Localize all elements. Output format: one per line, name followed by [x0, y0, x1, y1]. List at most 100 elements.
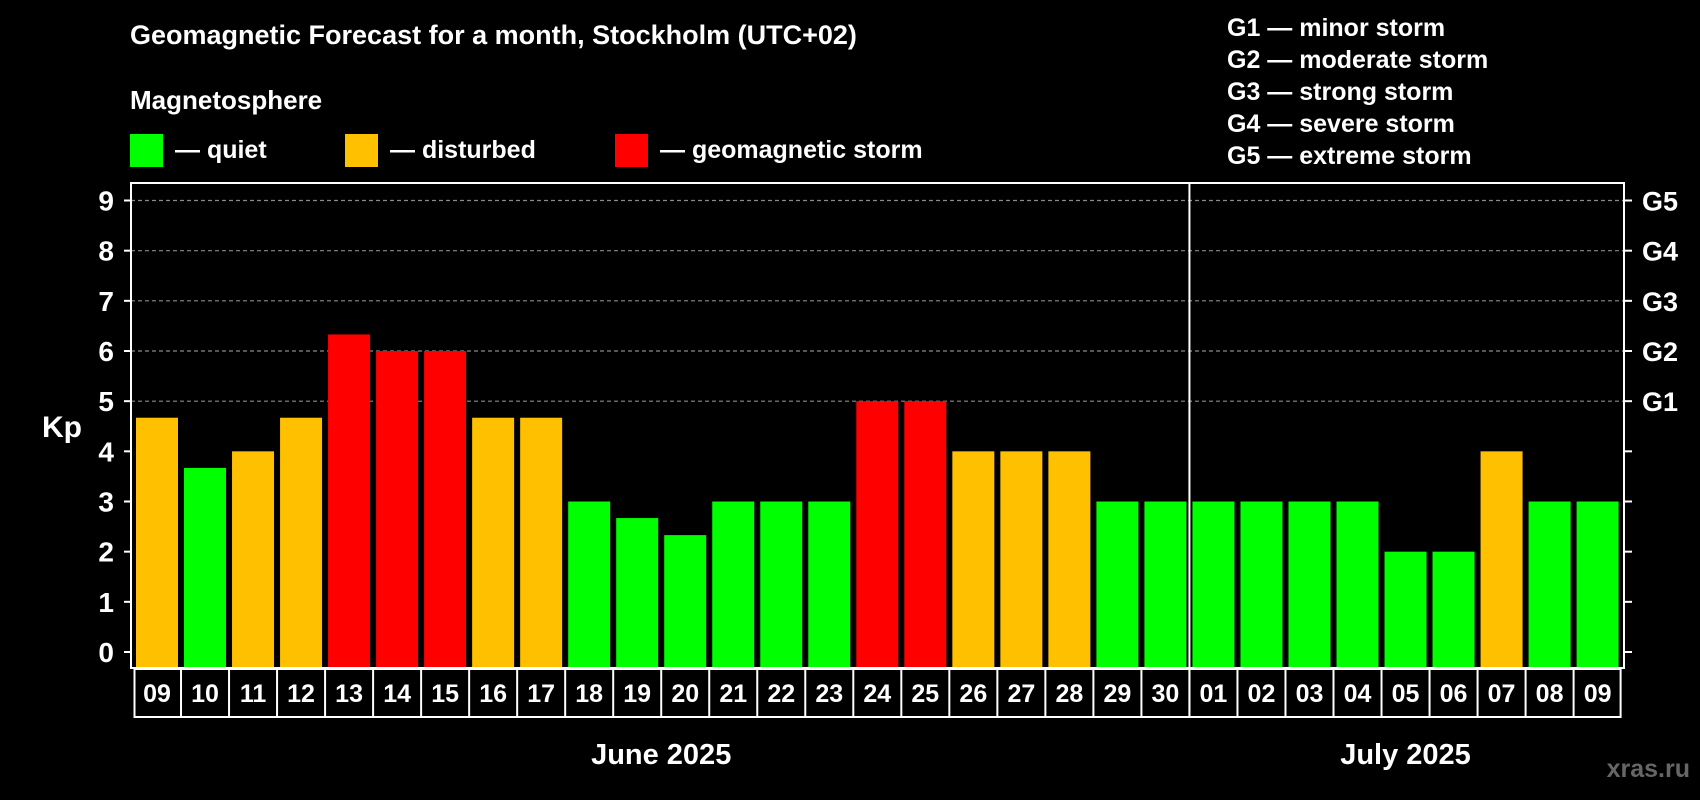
kp-bar — [568, 501, 611, 668]
storm-scale-g2: G2 — moderate storm — [1227, 46, 1489, 74]
y-tick-label: 7 — [98, 286, 114, 317]
date-label: 12 — [287, 680, 315, 708]
watermark: xras.ru — [1606, 755, 1690, 783]
storm-scale-g3: G3 — strong storm — [1227, 78, 1454, 106]
legend-item-disturbed: — disturbed — [345, 133, 536, 167]
y-tick-label: 4 — [98, 436, 114, 467]
date-label: 16 — [479, 680, 507, 708]
kp-bar — [184, 467, 227, 668]
kp-bar — [1480, 451, 1523, 668]
date-label: 27 — [1007, 680, 1035, 708]
storm-scale-g1: G1 — minor storm — [1227, 14, 1446, 42]
storm-scale-g5: G5 — extreme storm — [1227, 142, 1472, 170]
legend-swatch-storm — [615, 133, 648, 167]
date-label: 08 — [1536, 680, 1564, 708]
y-axis-title: Kp — [42, 411, 82, 444]
kp-bar — [1144, 501, 1187, 668]
date-label: 18 — [575, 680, 603, 708]
kp-bar — [712, 501, 755, 668]
chart-title: Geomagnetic Forecast for a month, Stockh… — [130, 20, 857, 50]
kp-bar — [616, 518, 659, 668]
date-label: 15 — [431, 680, 459, 708]
kp-bar — [1576, 501, 1619, 668]
legend-label-disturbed: — disturbed — [390, 135, 536, 164]
kp-bar — [856, 401, 899, 668]
kp-bar — [1288, 501, 1331, 668]
date-label: 03 — [1296, 680, 1324, 708]
month-label-june: June 2025 — [591, 739, 731, 771]
storm-level-label: G2 — [1642, 337, 1678, 367]
legend-item-storm: — geomagnetic storm — [615, 133, 923, 167]
kp-bar — [136, 417, 178, 668]
y-tick-label: 2 — [98, 537, 114, 568]
kp-bar — [1240, 501, 1283, 668]
storm-scale-g4: G4 — severe storm — [1227, 110, 1455, 138]
kp-bar — [520, 417, 563, 668]
date-label: 09 — [143, 680, 171, 708]
kp-bar — [1048, 451, 1091, 668]
kp-bar — [1192, 501, 1235, 668]
storm-level-label: G5 — [1642, 187, 1678, 217]
y-tick-label: 3 — [98, 487, 114, 518]
storm-scale-legend: G1 — minor storm G2 — moderate storm G3 … — [1227, 12, 1488, 172]
y-tick-label: 6 — [98, 336, 114, 367]
section-label: Magnetosphere — [130, 85, 323, 115]
y-tick-label: 0 — [98, 637, 114, 668]
kp-bar — [472, 417, 515, 668]
date-row-frame — [133, 668, 1622, 718]
date-label: 04 — [1344, 680, 1372, 708]
date-label: 10 — [191, 680, 219, 708]
date-label: 29 — [1103, 680, 1131, 708]
kp-bar — [280, 417, 323, 668]
date-label: 17 — [527, 680, 555, 708]
kp-bar — [1528, 501, 1571, 668]
date-label: 06 — [1440, 680, 1468, 708]
date-label: 19 — [623, 680, 651, 708]
kp-bar — [232, 451, 275, 668]
kp-bar — [1336, 501, 1379, 668]
kp-bar — [808, 501, 851, 668]
kp-bar — [1096, 501, 1139, 668]
date-label: 23 — [815, 680, 843, 708]
y-tick-label: 1 — [98, 587, 114, 618]
date-label: 26 — [959, 680, 987, 708]
storm-level-label: G1 — [1642, 387, 1678, 417]
legend-label-storm: — geomagnetic storm — [660, 135, 923, 164]
storm-level-label: G3 — [1642, 287, 1678, 317]
date-label: 02 — [1248, 680, 1276, 708]
date-label: 20 — [671, 680, 699, 708]
date-label: 24 — [863, 680, 891, 708]
date-label: 09 — [1584, 680, 1612, 708]
date-label: 25 — [911, 680, 939, 708]
date-label: 14 — [383, 680, 411, 708]
date-label: 22 — [767, 680, 795, 708]
kp-bar — [1432, 551, 1475, 668]
legend-swatch-disturbed — [345, 133, 378, 167]
kp-bar — [376, 351, 419, 668]
legend-item-quiet: — quiet — [130, 133, 267, 167]
y-tick-label: 8 — [98, 236, 114, 267]
date-label: 21 — [719, 680, 747, 708]
date-label: 30 — [1152, 680, 1180, 708]
y-tick-label: 9 — [98, 186, 114, 217]
kp-bar — [664, 535, 707, 668]
y-tick-label: 5 — [98, 386, 114, 417]
kp-bar — [760, 501, 803, 668]
kp-bar — [328, 334, 371, 668]
kp-bar — [1000, 451, 1043, 668]
legend-label-quiet: — quiet — [175, 135, 267, 164]
date-label: 11 — [240, 680, 267, 708]
kp-bar — [904, 401, 947, 668]
date-label: 05 — [1392, 680, 1420, 708]
kp-bar — [952, 451, 995, 668]
storm-level-label: G4 — [1642, 237, 1678, 267]
date-label: 07 — [1488, 680, 1516, 708]
kp-bar — [424, 351, 467, 668]
date-label: 28 — [1055, 680, 1083, 708]
kp-bar — [1384, 551, 1427, 668]
date-label: 13 — [335, 680, 363, 708]
date-label: 01 — [1200, 680, 1228, 708]
month-label-july: July 2025 — [1340, 739, 1471, 771]
